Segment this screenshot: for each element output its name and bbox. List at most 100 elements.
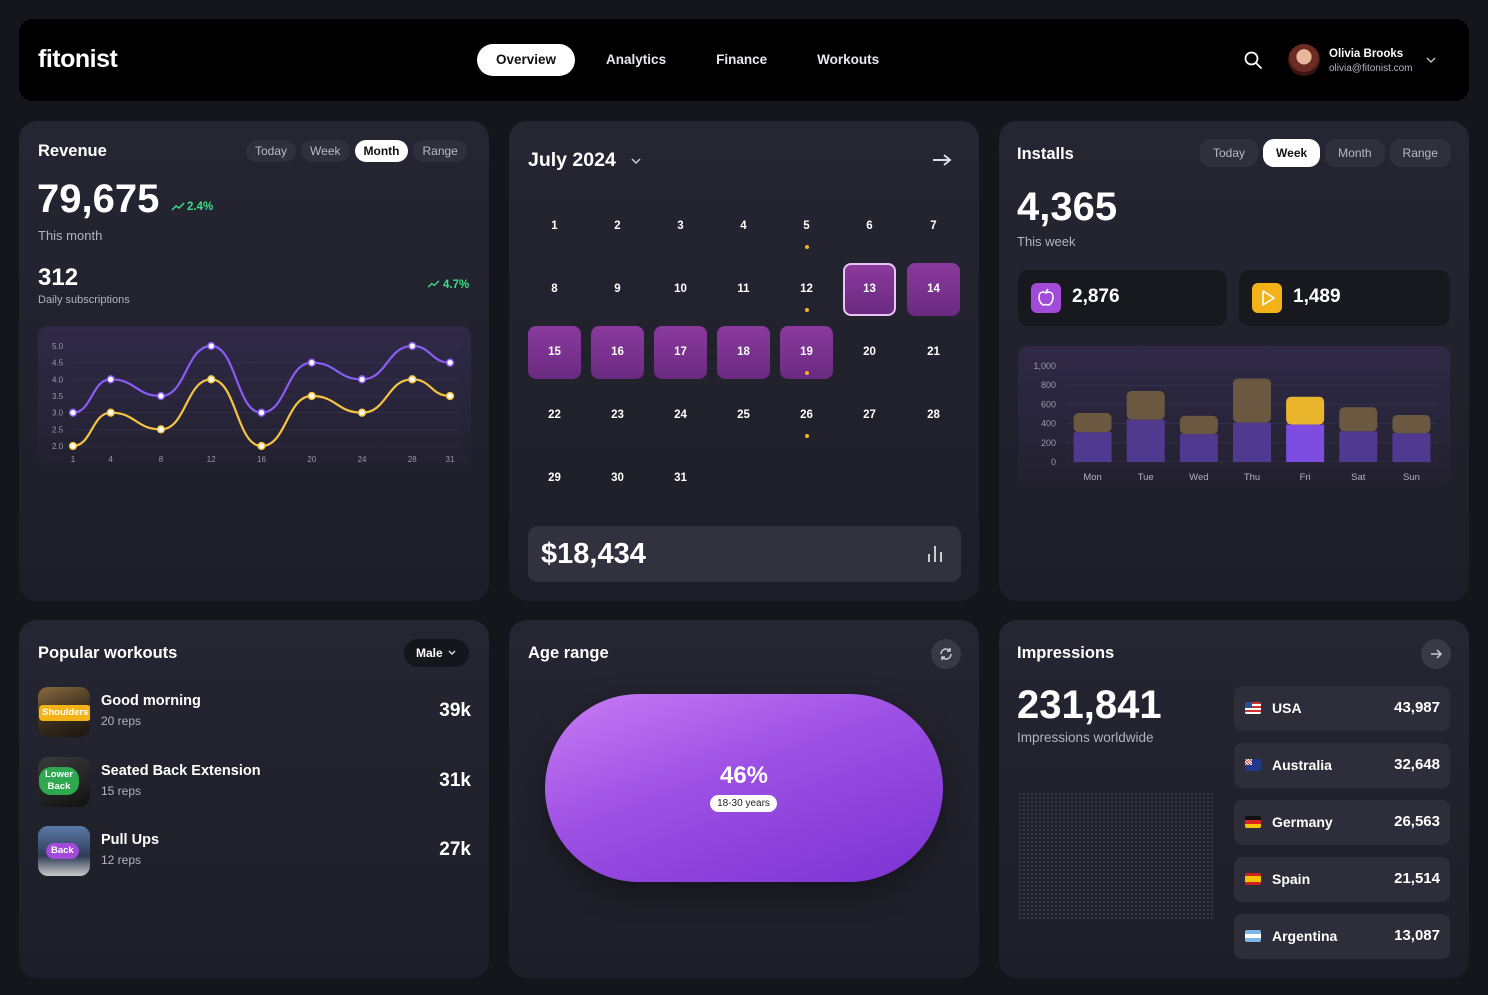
- nav-overview[interactable]: Overview: [477, 44, 576, 76]
- range-range[interactable]: Range: [413, 140, 467, 162]
- calendar-day[interactable]: 17: [654, 326, 707, 379]
- range-today[interactable]: Today: [246, 140, 297, 162]
- gender-filter-dropdown[interactable]: Male: [404, 639, 469, 667]
- app-logo[interactable]: fitonist: [38, 45, 118, 73]
- calendar-day[interactable]: 2: [614, 220, 621, 232]
- data-point[interactable]: [106, 375, 115, 384]
- calendar-day[interactable]: 21: [927, 346, 940, 358]
- bar[interactable]: [1392, 433, 1431, 462]
- calendar-day[interactable]: 10: [674, 283, 687, 295]
- list-item[interactable]: Argentina 13,087: [1234, 914, 1450, 959]
- calendar-day[interactable]: 30: [611, 472, 624, 484]
- bar[interactable]: [1073, 432, 1112, 462]
- bar[interactable]: [1179, 434, 1218, 462]
- bar[interactable]: [1339, 431, 1378, 462]
- bar[interactable]: [1126, 390, 1165, 420]
- calendar-day[interactable]: 31: [674, 472, 687, 484]
- range-week[interactable]: Week: [1263, 139, 1321, 167]
- range-today[interactable]: Today: [1200, 139, 1259, 167]
- range-week[interactable]: Week: [301, 140, 350, 162]
- data-point[interactable]: [357, 375, 367, 384]
- calendar-day[interactable]: 3: [677, 220, 684, 232]
- data-point[interactable]: [408, 375, 417, 384]
- calendar-day[interactable]: 16: [591, 326, 644, 379]
- chevron-down-icon[interactable]: [630, 156, 642, 166]
- calendar-day[interactable]: 27: [863, 409, 876, 421]
- calendar-day[interactable]: 1: [551, 220, 558, 232]
- data-point[interactable]: [156, 425, 166, 434]
- data-point[interactable]: [257, 408, 266, 417]
- data-point[interactable]: [68, 441, 78, 451]
- calendar-day[interactable]: 22: [548, 409, 561, 421]
- data-point[interactable]: [357, 408, 367, 417]
- search-icon[interactable]: [1243, 50, 1263, 70]
- data-point[interactable]: [408, 341, 417, 351]
- calendar-month-title[interactable]: July 2024: [528, 149, 616, 171]
- calendar-day[interactable]: 20: [863, 346, 876, 358]
- list-item[interactable]: USA 43,987: [1234, 686, 1450, 731]
- bar[interactable]: [1339, 407, 1378, 432]
- list-item[interactable]: Spain 21,514: [1234, 857, 1450, 902]
- calendar-day[interactable]: 24: [674, 409, 687, 421]
- calendar-day[interactable]: 9: [614, 283, 621, 295]
- data-point[interactable]: [445, 358, 455, 367]
- calendar-day[interactable]: 7: [930, 220, 937, 232]
- bar-chart-icon[interactable]: [926, 544, 944, 564]
- data-point[interactable]: [68, 408, 78, 417]
- calendar-day[interactable]: 13: [843, 263, 896, 316]
- list-item[interactable]: Shoulders Good morning 20 reps 39k: [38, 687, 471, 737]
- list-item[interactable]: Lower Back Seated Back Extension 15 reps…: [38, 757, 471, 807]
- data-point[interactable]: [207, 375, 216, 384]
- impressions-more-button[interactable]: [1421, 639, 1451, 669]
- calendar-day[interactable]: 26: [800, 409, 813, 421]
- data-point[interactable]: [307, 391, 316, 401]
- bar[interactable]: [1392, 414, 1431, 434]
- bar[interactable]: [1233, 422, 1271, 462]
- data-point[interactable]: [106, 408, 115, 417]
- country-name: Argentina: [1272, 928, 1338, 944]
- data-point[interactable]: [156, 391, 166, 401]
- data-point[interactable]: [307, 358, 316, 367]
- bar[interactable]: [1126, 419, 1165, 462]
- calendar-day[interactable]: 11: [737, 283, 750, 295]
- list-item[interactable]: Back Pull Ups 12 reps 27k: [38, 826, 471, 876]
- user-name[interactable]: Olivia Brooks: [1329, 48, 1404, 60]
- list-item[interactable]: Germany 26,563: [1234, 800, 1450, 845]
- calendar-day[interactable]: 8: [551, 283, 558, 295]
- range-month[interactable]: Month: [354, 140, 409, 162]
- calendar-day[interactable]: 12: [800, 283, 813, 295]
- arrow-right-icon[interactable]: [931, 152, 953, 168]
- chevron-down-icon[interactable]: [1425, 55, 1437, 65]
- range-month[interactable]: Month: [1325, 139, 1385, 167]
- y-tick-label: 5.0: [52, 342, 64, 351]
- bar[interactable]: [1233, 378, 1271, 423]
- calendar-day[interactable]: 19: [780, 326, 833, 379]
- calendar-day[interactable]: 18: [717, 326, 770, 379]
- bar[interactable]: [1073, 413, 1112, 433]
- workout-count: 39k: [439, 700, 471, 721]
- calendar-day[interactable]: 4: [740, 220, 747, 232]
- calendar-day[interactable]: 6: [866, 220, 873, 232]
- list-item[interactable]: Australia 32,648: [1234, 743, 1450, 788]
- flag-spain-icon: [1245, 873, 1261, 885]
- calendar-day[interactable]: 5: [803, 220, 810, 232]
- nav-workouts[interactable]: Workouts: [817, 52, 880, 67]
- calendar-day[interactable]: 14: [907, 263, 960, 316]
- range-range[interactable]: Range: [1389, 139, 1451, 167]
- calendar-day[interactable]: 29: [548, 472, 561, 484]
- calendar-day[interactable]: 25: [737, 409, 750, 421]
- calendar-day[interactable]: 28: [927, 409, 940, 421]
- data-point[interactable]: [445, 391, 455, 401]
- nav-finance[interactable]: Finance: [716, 52, 768, 67]
- revenue-change: 2.4%: [187, 201, 214, 213]
- bar[interactable]: [1286, 424, 1325, 462]
- data-point[interactable]: [207, 341, 216, 351]
- calendar-day[interactable]: 15: [528, 326, 581, 379]
- data-point[interactable]: [257, 441, 266, 451]
- refresh-button[interactable]: [931, 639, 961, 669]
- calendar-day[interactable]: 23: [611, 409, 624, 421]
- avatar[interactable]: [1288, 44, 1320, 76]
- bar[interactable]: [1179, 415, 1218, 435]
- bar[interactable]: [1286, 396, 1325, 425]
- nav-analytics[interactable]: Analytics: [606, 52, 667, 67]
